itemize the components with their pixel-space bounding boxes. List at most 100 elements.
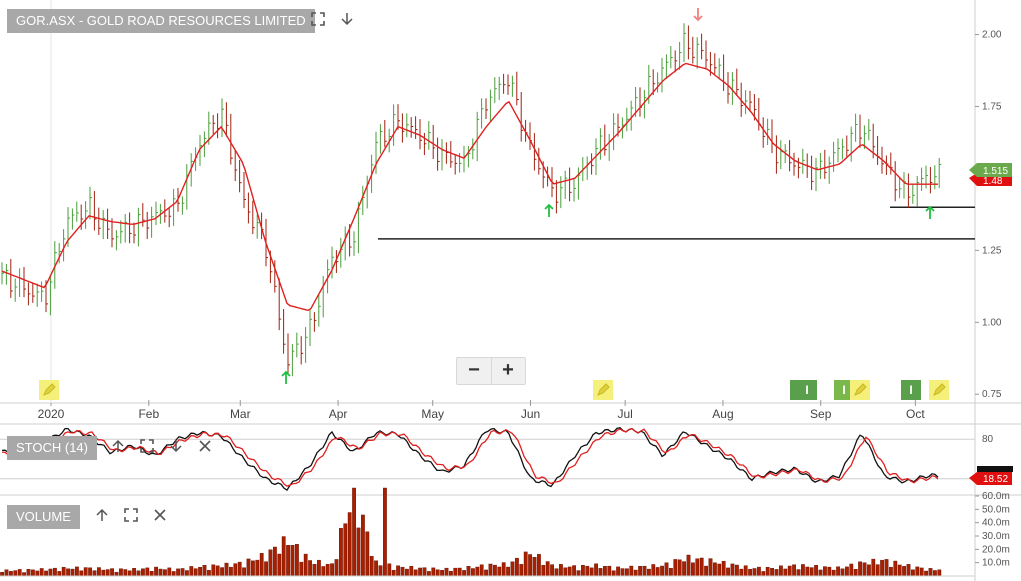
volume-bar [581,564,585,577]
volume-bar [713,562,717,577]
volume-bar [827,566,832,577]
volume-bar [171,571,176,577]
x-tick-label: Mar [230,407,251,421]
expand-icon[interactable] [121,507,141,527]
expand-icon[interactable] [308,11,328,31]
volume-bar [532,556,537,577]
pencil-annotation-icon[interactable] [593,380,613,400]
info-badge-icon[interactable]: I [834,380,854,400]
volume-bar [493,564,497,577]
volume-bar [669,568,673,577]
up-icon[interactable] [92,507,112,527]
volume-bar [708,558,713,577]
volume-bar [457,567,462,577]
volume-bar [66,568,71,577]
volume-bar [290,545,295,577]
volume-bar [250,560,255,577]
y-tick-label: 1.00 [982,317,1002,328]
volume-bar [259,553,264,577]
volume-bar [96,567,101,577]
volume-bar [686,554,691,577]
volume-bar [506,566,510,577]
up-icon[interactable] [108,438,128,458]
volume-bar [488,563,493,577]
volume-bar [906,564,911,577]
ma-value-label: 1.48 [983,176,1003,187]
volume-bar [118,568,123,577]
download-icon[interactable] [166,438,186,458]
stoch-tick-label: 80 [982,434,994,445]
volume-bar [721,560,726,577]
volume-bar [743,565,748,577]
y-tick-label: 0.75 [982,389,1002,400]
volume-bar [383,487,387,577]
volume-bar [127,570,132,577]
volume-bar [774,569,779,577]
volume-bar [132,568,136,577]
volume-bar [330,563,334,577]
volume-bar [224,562,229,577]
volume-bar [48,568,53,577]
y-tick-label: 2.00 [982,30,1002,41]
volume-bar [198,566,202,577]
volume-bar [453,567,458,577]
volume-bar [475,566,480,577]
y-tick-label: 1.75 [982,101,1002,112]
volume-bar [845,566,849,577]
volume-bar [189,566,194,577]
volume-bar [466,566,471,577]
volume-bar [361,514,365,577]
volume-bar [765,567,770,577]
volume-bar [638,565,643,577]
info-badge-icon[interactable]: I [901,380,921,400]
volume-bar [176,568,180,577]
volume-bar [61,566,66,577]
volume-bar [528,554,533,577]
stoch-d-label: 18.52 [983,474,1008,485]
info-badge-icon[interactable]: I [797,380,817,400]
volume-bar [162,569,167,577]
buy-signal-arrow [925,205,935,219]
pencil-annotation-icon[interactable] [850,380,870,400]
volume-bar [343,523,348,577]
volume-bar [211,564,216,577]
expand-icon[interactable] [137,438,157,458]
pencil-annotation-icon[interactable] [929,380,949,400]
volume-bar [136,570,141,577]
price-bars [1,23,942,377]
volume-bar [308,560,312,577]
zoom-in-button[interactable]: + [502,359,514,381]
volume-bar [167,567,172,577]
volume-bar [510,561,515,577]
pencil-annotation-icon[interactable] [39,380,59,400]
volume-bar [840,568,845,577]
volume-bar [695,558,700,577]
volume-bar [180,568,185,577]
volume-bar [559,564,563,577]
volume-bar [893,560,898,577]
volume-bar [726,567,731,577]
volume-bar [792,564,797,577]
volume-bar [748,568,753,577]
volume-bar [801,564,805,577]
volume-bar [321,566,326,577]
volume-bar [594,563,599,577]
volume-bar [682,561,687,577]
volume-bar [299,561,304,577]
volume-bar [642,565,647,577]
zoom-out-button[interactable]: − [457,358,492,384]
volume-bar [39,568,44,577]
volume-bar [897,564,902,577]
sell-signal-arrow [693,8,703,22]
volume-bar [655,567,660,577]
volume-bar [184,570,189,577]
volume-bar [823,566,827,577]
download-icon[interactable] [337,11,357,31]
volume-bar [35,570,40,577]
volume-bar [365,531,370,577]
volume-bar [915,566,920,577]
volume-bar [479,564,484,577]
volume-bar [572,565,577,577]
close-icon[interactable] [195,438,215,458]
close-icon[interactable] [150,507,170,527]
